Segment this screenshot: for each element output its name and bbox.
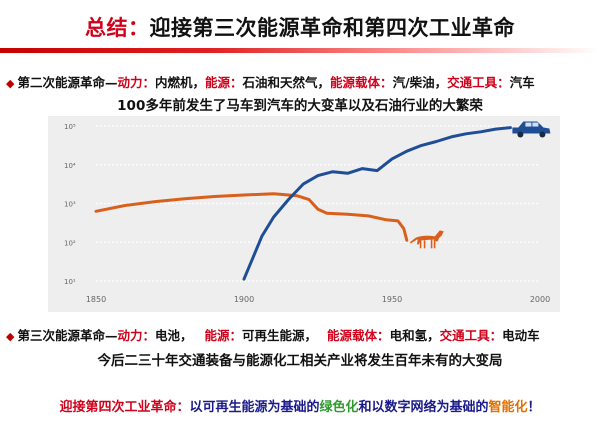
third-carrier-key: 能源载体：: [327, 328, 390, 343]
car-window: [525, 122, 532, 127]
second-energy-key: 能源：: [205, 75, 243, 90]
third-carrier-value: 电和氢，: [389, 328, 440, 343]
car-body: [512, 121, 551, 134]
second-carrier-value: 汽/柴油，: [392, 75, 448, 90]
x-tick-label: 1900: [234, 295, 254, 304]
page-title: 总结：迎接第三次能源革命和第四次工业革命: [0, 12, 600, 42]
chart-background: [48, 116, 560, 312]
x-tick-label: 1950: [382, 295, 402, 304]
x-tick-label: 1850: [86, 295, 106, 304]
second-transport-value: 汽车: [509, 75, 535, 90]
chart-svg: 10¹ 10² 10³ 10⁴ 10⁵ 1850 1900 1950 2000: [48, 116, 560, 312]
diamond-bullet-icon: ◆: [6, 77, 15, 90]
footer-mid2: 和以数字网络为基础的: [358, 400, 489, 415]
y-tick-label: 10³: [64, 201, 76, 209]
x-tick-label: 2000: [530, 295, 550, 304]
car-wheel: [539, 131, 546, 138]
horse-leg: [433, 239, 436, 249]
diamond-bullet-icon: ◆: [6, 330, 15, 343]
horse-tail: [409, 238, 416, 244]
transport-chart: 10¹ 10² 10³ 10⁴ 10⁵ 1850 1900 1950 2000: [48, 116, 560, 312]
series-line-horse: [94, 192, 409, 242]
second-transport-key: 交通工具：: [447, 75, 510, 90]
third-label: 第三次能源革命—: [17, 328, 118, 343]
horse-leg: [430, 239, 433, 249]
third-transport-value: 电动车: [502, 328, 540, 343]
y-tick-label: 10⁴: [64, 162, 76, 170]
car-icon: [512, 121, 551, 138]
third-energy-value: 可再生能源，: [242, 328, 318, 343]
title-divider: [0, 48, 600, 53]
horse-body: [414, 230, 444, 245]
second-power-key: 动力：: [117, 75, 155, 90]
footer-end: ！: [527, 400, 541, 415]
third-power-key: 动力：: [117, 328, 155, 343]
car-wheel: [517, 131, 524, 138]
horse-leg: [419, 240, 422, 249]
title-main: 迎接第三次能源革命和第四次工业革命: [149, 16, 515, 40]
second-power-value: 内燃机，: [155, 75, 206, 90]
y-tick-label: 10¹: [64, 278, 76, 286]
car-window: [532, 122, 539, 127]
title-prefix: 总结：: [85, 16, 150, 40]
third-revolution-line: ◆ 第三次能源革命—动力：电池， 能源：可再生能源， 能源载体：电和氢，交通工具：电动…: [6, 325, 540, 344]
third-revolution-summary: 今后二三十年交通装备与能源化工相关产业将发生百年未有的大变局: [97, 353, 503, 369]
third-power-value: 电池，: [155, 328, 193, 343]
series-line-car: [242, 126, 512, 281]
footer-orange: 智能化: [488, 400, 528, 415]
third-transport-key: 交通工具：: [439, 328, 503, 343]
footer-mid1: 以可再生能源为基础的: [189, 400, 320, 415]
footer-green: 绿色化: [319, 400, 359, 415]
horse-icon: [409, 230, 444, 249]
y-tick-label: 10⁵: [64, 123, 76, 131]
second-revolution-line: ◆ 第二次能源革命—动力：内燃机，能源：石油和天然气，能源载体：汽/柴油，交通工具…: [6, 72, 535, 91]
second-revolution-summary: 100多年前发生了马车到汽车的大变革以及石油行业的大繁荣: [117, 98, 483, 114]
horse-leg: [423, 240, 426, 249]
footer-lead: 迎接第四次工业革命：: [59, 400, 190, 415]
third-energy-key: 能源：: [204, 328, 243, 343]
y-tick-label: 10²: [64, 239, 76, 247]
second-energy-value: 石油和天然气，: [242, 75, 331, 90]
second-label: 第二次能源革命—: [17, 75, 118, 90]
second-carrier-key: 能源载体：: [330, 75, 393, 90]
footer-statement: 迎接第四次工业革命：以可再生能源为基础的绿色化和以数字网络为基础的智能化！: [0, 396, 600, 415]
